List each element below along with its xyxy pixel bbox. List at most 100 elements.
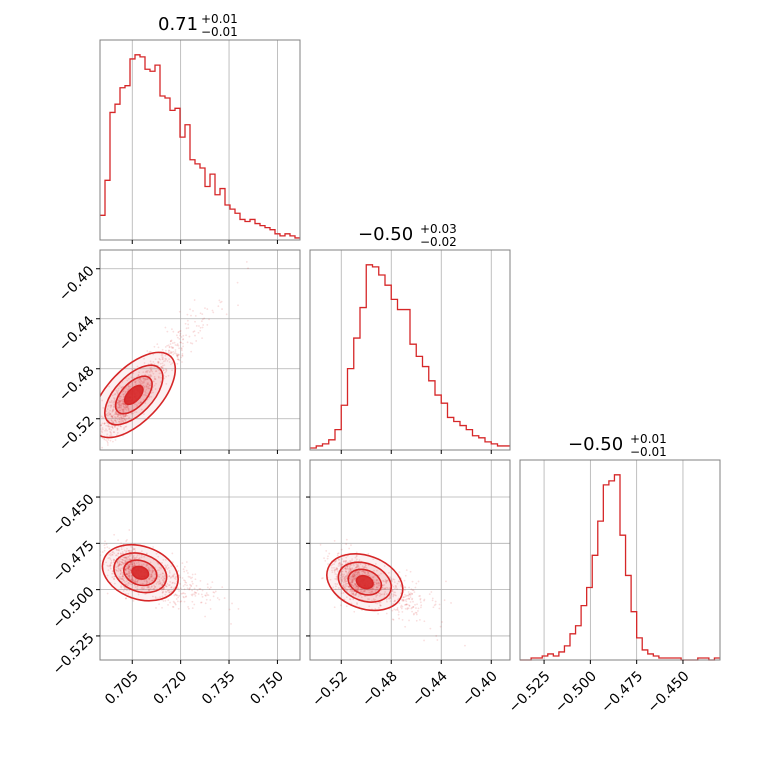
scatter-point [355,586,357,588]
scatter-point [206,586,209,589]
scatter-point [127,407,130,410]
scatter-point [124,561,127,564]
scatter-point [156,361,159,364]
scatter-point [212,595,215,598]
scatter-point [189,308,191,311]
scatter-point [161,366,164,369]
scatter-point [126,547,128,550]
scatter-point [116,562,119,565]
scatter-point [109,562,112,565]
x-tick-label: −0.48 [359,668,401,710]
scatter-point [103,549,106,552]
scatter-point [341,558,344,560]
scatter-point [409,592,412,595]
panel-hist-param0: 0.71 +0.01 −0.01 [99,12,301,244]
scatter-point [408,604,411,607]
scatter-point [405,569,408,572]
scatter-point [373,599,376,602]
scatter-point [133,562,136,565]
scatter-point [412,613,415,616]
scatter-point [351,558,354,561]
scatter-point [153,577,156,580]
scatter-point [107,414,109,417]
scatter-point [336,583,339,586]
scatter-point [340,548,343,551]
scatter-point [419,594,421,597]
scatter-point [106,422,109,425]
scatter-point [369,592,372,594]
scatter-point [160,365,163,368]
scatter-point [162,600,165,602]
panel-2d-param0-param1: −0.52−0.48−0.44−0.40 [56,249,301,455]
scatter-point [166,330,169,333]
scatter-point [117,402,120,404]
scatter-point [113,559,115,562]
x-tick-label: −0.44 [409,668,451,710]
scatter-point [378,601,381,604]
scatter-point [211,309,214,312]
scatter-point [191,589,194,592]
scatter-point [351,581,354,584]
scatter-point [93,443,95,445]
scatter-point [113,397,116,400]
scatter-point [191,342,194,345]
scatter-point [390,577,393,580]
scatter-point [352,572,355,575]
scatter-point [106,433,109,436]
scatter-point [168,361,171,363]
scatter-point [118,418,121,421]
contour-levels [100,351,177,439]
scatter-point [405,600,408,603]
scatter-point [355,588,358,591]
scatter-point [182,592,185,594]
scatter-point [178,574,181,577]
scatter-point [404,595,407,598]
scatter-point [127,407,129,410]
scatter-point [354,582,357,585]
scatter-point [113,533,116,536]
scatter-point [122,562,125,565]
scatter-point [131,577,133,579]
scatter-point [351,577,353,580]
scatter-point [379,604,382,607]
scatter-point [201,337,204,340]
scatter-point [408,593,411,596]
scatter-point [155,552,158,555]
scatter-point [175,352,178,355]
scatter-point [131,577,134,579]
scatter-point [360,596,363,599]
scatter-point [147,387,150,390]
scatter-point [124,556,127,559]
scatter-point [429,627,432,630]
scatter-point [351,580,354,583]
scatter-point [130,562,133,565]
scatter-point [352,573,355,576]
scatter-point [404,586,406,588]
scatter-point [117,414,120,417]
scatter-point [106,440,109,443]
scatter-point [113,578,116,581]
scatter-point [245,261,248,263]
scatter-point [109,425,112,428]
scatter-point [355,585,358,588]
scatter-point [396,582,399,585]
scatter-point [157,346,160,349]
scatter-point [100,415,103,418]
scatter-point [190,314,192,317]
scatter-point [344,583,347,586]
scatter-point [413,612,415,615]
scatter-point [125,573,128,575]
scatter-point [112,421,115,424]
scatter-point [385,598,388,601]
scatter-point [154,370,157,373]
scatter-point [116,560,119,563]
scatter-point [157,581,160,583]
scatter-point [169,343,172,345]
scatter-point [131,549,134,551]
scatter-point [150,369,153,372]
scatter-point [133,557,136,560]
scatter-point [145,394,148,397]
scatter-point [118,561,121,564]
scatter-point [319,543,322,546]
